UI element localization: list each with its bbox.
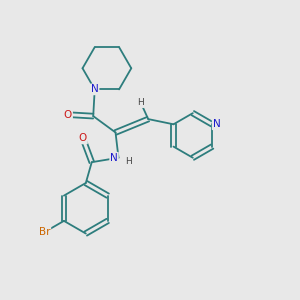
Text: O: O [79, 134, 87, 143]
Text: N: N [213, 119, 220, 129]
Text: N: N [91, 84, 99, 94]
Text: O: O [64, 110, 72, 120]
Text: N: N [110, 153, 118, 163]
Text: H: H [137, 98, 144, 107]
Text: H: H [124, 157, 131, 166]
Text: Br: Br [39, 227, 50, 237]
